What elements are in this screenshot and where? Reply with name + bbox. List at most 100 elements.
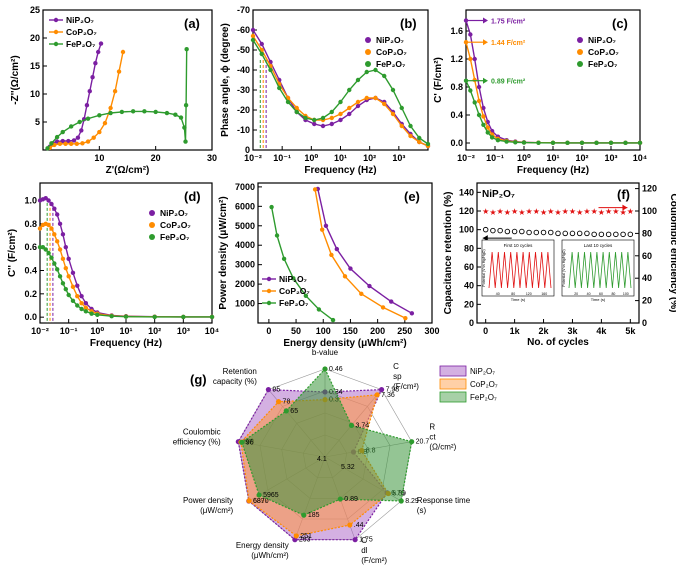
efficiency-point: ★ (533, 207, 540, 216)
radar-axis-label: Retention (223, 367, 257, 376)
data-point-FeP2O7 (303, 115, 308, 121)
data-point-FeP2O7 (468, 88, 473, 93)
data-point-FeP2O7 (95, 312, 100, 318)
y2-tick-label: 60 (642, 251, 652, 261)
data-point-CoP2O7 (112, 89, 118, 94)
radar-axis-label: (Ω/cm²) (429, 442, 456, 451)
data-point-FeP2O7 (608, 140, 614, 146)
legend-label: CoP₂O₇ (376, 47, 407, 57)
x-tick-label: 150 (343, 326, 358, 336)
radar-value: 185 (308, 512, 320, 519)
data-point-CoP2O7 (373, 95, 378, 101)
y2-tick-label: 0 (642, 318, 647, 328)
y-tick-label: 15 (30, 61, 40, 71)
data-point-FeP2O7 (417, 135, 422, 141)
x-tick-label: 10⁴ (633, 153, 647, 163)
x-axis-label: Frequency (Hz) (304, 165, 376, 176)
data-point-FeP2O7 (182, 125, 187, 130)
data-point-NiP2O7 (66, 138, 71, 144)
y-tick-label: 0.8 (450, 82, 463, 92)
x-axis-label: Z'(Ω/cm²) (106, 165, 150, 176)
data-point-CoP2O7 (68, 141, 74, 147)
data-point-NiP2O7 (79, 128, 84, 133)
x-tick-label: 10⁻¹ (273, 153, 291, 163)
radar-value: 251 (300, 533, 312, 540)
data-point-CoP2O7 (66, 274, 71, 279)
data-point-NiP2O7 (70, 270, 76, 276)
retention-point (504, 228, 511, 235)
radar-point-FeP2O7 (409, 439, 415, 445)
data-point-FeP2O7 (119, 109, 125, 115)
retention-point (576, 230, 583, 237)
y-tick-label: -40 (237, 65, 250, 75)
radar-axis-label: C (393, 362, 399, 371)
legend-label: FeP₂O₇ (160, 232, 190, 242)
y-axis-label: -Z''(Ω/cm²) (10, 55, 21, 104)
data-point-FeP2O7 (97, 113, 102, 118)
data-point-NiP2O7 (323, 223, 329, 228)
data-point-FeP2O7 (79, 306, 84, 312)
data-point-FeP2O7 (495, 138, 501, 143)
data-point-FeP2O7 (536, 140, 541, 145)
data-point-CoP2O7 (382, 101, 387, 107)
efficiency-point: ★ (627, 207, 634, 216)
y-tick-label: 0.4 (24, 266, 37, 276)
y-axis-label: Phase angle, ϕ (degree) (220, 23, 231, 137)
legend-label: FeP₂O₇ (279, 298, 309, 308)
legend-marker (149, 222, 155, 228)
data-point-FeP2O7 (513, 140, 518, 145)
y2-tick-label: 120 (642, 184, 657, 194)
inset-1: First 10 cycles Time (s) 40 80 120 160 Potenti… (481, 239, 555, 302)
data-point-FeP2O7 (399, 105, 404, 111)
radar-value: .44 (354, 522, 364, 529)
arrow-left-head (482, 235, 488, 242)
data-point-FeP2O7 (489, 135, 495, 140)
data-point-NiP2O7 (71, 138, 77, 143)
data-point-FeP2O7 (57, 274, 63, 279)
legend-marker (577, 61, 583, 67)
data-point-FeP2O7 (153, 109, 158, 115)
data-point-CoP2O7 (485, 125, 490, 130)
data-point-NiP2O7 (57, 221, 63, 227)
data-point-NiP2O7 (355, 103, 361, 109)
legend-label: FeP₂O₇ (588, 59, 618, 69)
radar-point-FeP2O7 (301, 512, 307, 518)
radar-value: 96 (246, 439, 254, 446)
data-point-NiP2O7 (96, 49, 101, 55)
data-point-FeP2O7 (312, 117, 317, 123)
retention-point (490, 227, 496, 234)
radar-legend-swatch (439, 378, 467, 390)
data-point-FeP2O7 (579, 140, 585, 146)
legend-marker (577, 49, 583, 55)
x-tick-label: 10¹ (546, 153, 559, 163)
y-tick-label: 120 (459, 206, 474, 216)
retention-point (591, 231, 597, 238)
radar-legend-swatch (439, 391, 467, 403)
annotation-arrow-head (483, 39, 488, 46)
data-point-FeP2O7 (472, 100, 477, 105)
data-point-FeP2O7 (329, 109, 334, 115)
annotation-label: 0.89 F/cm² (491, 79, 526, 86)
x-tick-label: 10¹ (119, 326, 132, 336)
efficiency-point: ★ (540, 208, 547, 217)
data-point-FeP2O7 (77, 119, 82, 125)
data-point-NiP2O7 (60, 138, 65, 144)
radar-axis-label: efficiency (%) (173, 437, 221, 446)
data-point-NiP2O7 (334, 246, 340, 252)
radar-legend-label: FeP₂O₇ (470, 393, 497, 402)
data-point-CoP2O7 (116, 69, 122, 74)
x-tick-label: 10³ (604, 153, 617, 163)
x-tick-label: 100 (316, 326, 331, 336)
radar-point-CoP2O7 (246, 498, 252, 504)
panel-label: (b) (400, 16, 417, 31)
y-axis-label: C' (F/cm²) (433, 57, 444, 103)
data-point-CoP2O7 (57, 141, 63, 147)
radar-legend-label: NiP₂O₇ (470, 367, 495, 376)
inset-ylabel: Potential (V vs Hg/HgO) (562, 249, 566, 286)
data-point-NiP2O7 (329, 121, 334, 127)
y-tick-label: 100 (459, 225, 474, 235)
efficiency-point: ★ (562, 207, 569, 216)
x-tick-label: 10⁴ (205, 326, 219, 336)
radar-value: 95 (272, 387, 280, 394)
inset-tick: 40 (496, 292, 500, 296)
